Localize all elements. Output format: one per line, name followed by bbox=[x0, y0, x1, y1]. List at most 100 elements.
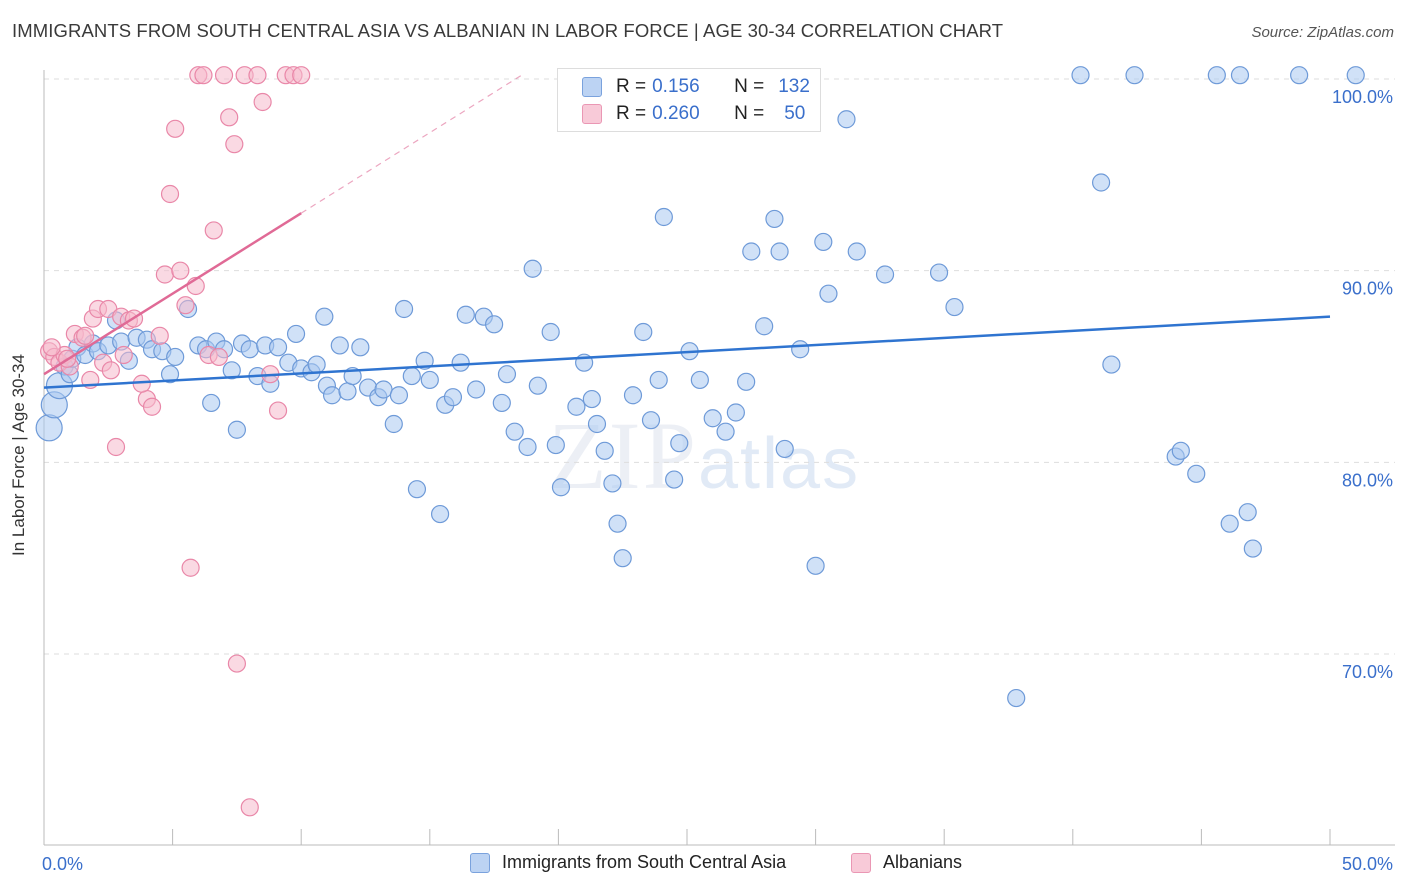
immigrants-point bbox=[351, 338, 370, 357]
albanians-point bbox=[268, 401, 288, 420]
immigrants-point bbox=[528, 376, 547, 395]
immigrants-point bbox=[160, 365, 180, 384]
albanians-point bbox=[114, 345, 133, 365]
albanians-point bbox=[181, 558, 200, 577]
immigrants-point bbox=[1171, 441, 1190, 460]
immigrants-point bbox=[456, 305, 475, 324]
immigrants-point bbox=[670, 434, 689, 453]
chart-title: IMMIGRANTS FROM SOUTH CENTRAL ASIA VS AL… bbox=[12, 20, 1004, 41]
immigrants-point bbox=[1346, 66, 1365, 85]
immigrants-point bbox=[875, 265, 895, 284]
immigrants-point bbox=[330, 336, 349, 355]
immigrants-point bbox=[603, 474, 622, 493]
legend-r-label: R = bbox=[616, 103, 647, 124]
legend-swatch-blue bbox=[582, 77, 602, 97]
legend-row-immigrants: R = 0.156 N = 132 bbox=[582, 75, 810, 99]
immigrants-point bbox=[402, 366, 421, 386]
series-swatch-blue bbox=[470, 852, 490, 873]
immigrants-point bbox=[1187, 464, 1206, 483]
immigrants-point bbox=[567, 397, 586, 416]
immigrants-point bbox=[202, 393, 221, 413]
chart-source: Source: ZipAtlas.com bbox=[1251, 24, 1394, 41]
albanians-point bbox=[171, 261, 190, 280]
immigrants-point bbox=[394, 299, 414, 319]
immigrants-point bbox=[551, 478, 571, 497]
watermark-zip: ZIP bbox=[548, 402, 698, 509]
immigrants-point bbox=[716, 422, 735, 441]
legend-n-label: N = bbox=[734, 76, 765, 97]
albanians-point bbox=[209, 347, 228, 367]
legend-n-label: N = bbox=[734, 103, 765, 124]
immigrants-point bbox=[1071, 66, 1090, 85]
immigrants-point bbox=[1007, 688, 1026, 708]
immigrants-point bbox=[690, 370, 709, 390]
albanians-point bbox=[101, 361, 120, 380]
immigrants-point bbox=[497, 365, 517, 384]
immigrants-point bbox=[814, 232, 833, 252]
immigrants-point bbox=[1102, 355, 1121, 374]
immigrants-point bbox=[307, 355, 326, 374]
albanians-point bbox=[194, 66, 213, 85]
albanians-point bbox=[106, 437, 126, 457]
immigrants-point bbox=[613, 549, 632, 568]
y-tick-label: 80.0% bbox=[1342, 470, 1393, 490]
y-tick-label: 90.0% bbox=[1342, 279, 1393, 299]
immigrants-point bbox=[240, 340, 259, 359]
legend-n-value: 50 bbox=[784, 103, 806, 124]
albanians-point bbox=[76, 326, 95, 345]
albanians-point bbox=[214, 66, 234, 85]
immigrants-point bbox=[654, 207, 673, 227]
albanians-point bbox=[248, 66, 267, 85]
immigrants-point bbox=[35, 414, 63, 442]
immigrants-point bbox=[1230, 66, 1250, 85]
albanians-trend-extension bbox=[300, 72, 526, 214]
immigrants-point bbox=[166, 347, 185, 367]
y-tick-label: 70.0% bbox=[1342, 662, 1393, 682]
immigrants-point bbox=[420, 370, 439, 390]
y-tick-label: 100.0% bbox=[1332, 87, 1393, 107]
legend-row-albanians: R = 0.260 N = 50 bbox=[582, 102, 805, 126]
albanians-point bbox=[155, 265, 174, 284]
immigrants-point bbox=[806, 556, 825, 575]
albanians-point bbox=[225, 135, 244, 154]
legend-r-value: 0.156 bbox=[652, 76, 700, 97]
immigrants-point bbox=[407, 480, 427, 499]
immigrants-point bbox=[451, 353, 470, 372]
immigrants-point bbox=[775, 439, 794, 459]
immigrants-point bbox=[819, 284, 838, 303]
immigrants-point bbox=[847, 242, 866, 261]
immigrants-point bbox=[595, 441, 614, 460]
immigrants-point bbox=[770, 242, 789, 261]
albanians-point bbox=[42, 338, 61, 357]
immigrants-point bbox=[415, 351, 434, 370]
immigrants-point bbox=[703, 409, 722, 428]
immigrants-point bbox=[374, 380, 393, 399]
immigrants-point bbox=[582, 389, 601, 409]
immigrants-point bbox=[430, 504, 450, 524]
immigrants-point bbox=[315, 307, 334, 326]
albanians-point bbox=[240, 798, 259, 817]
immigrants-point bbox=[641, 411, 661, 430]
correlation-legend: R = 0.156 N = 132 R = 0.260 N = 50 bbox=[557, 68, 821, 132]
x-tick-label: 50.0% bbox=[1342, 854, 1393, 874]
immigrants-point bbox=[505, 422, 524, 441]
immigrants-point bbox=[742, 242, 761, 261]
immigrants-point bbox=[286, 324, 306, 344]
immigrants-point bbox=[541, 322, 560, 342]
immigrants-trendline bbox=[43, 315, 1331, 389]
immigrants-point bbox=[1125, 66, 1144, 85]
albanians-point bbox=[150, 326, 169, 345]
albanians-point bbox=[160, 184, 180, 204]
albanians-trendline bbox=[43, 212, 302, 376]
immigrants-point bbox=[929, 263, 949, 282]
albanians-point bbox=[204, 221, 223, 240]
immigrants-point bbox=[322, 386, 342, 405]
immigrants-point bbox=[587, 414, 607, 434]
immigrants-point bbox=[1238, 503, 1257, 522]
immigrants-point bbox=[791, 340, 810, 359]
y-axis-label: In Labor Force | Age 30-34 bbox=[9, 354, 28, 556]
immigrants-point bbox=[523, 259, 542, 278]
immigrants-point bbox=[546, 435, 565, 455]
immigrants-point bbox=[466, 380, 486, 399]
